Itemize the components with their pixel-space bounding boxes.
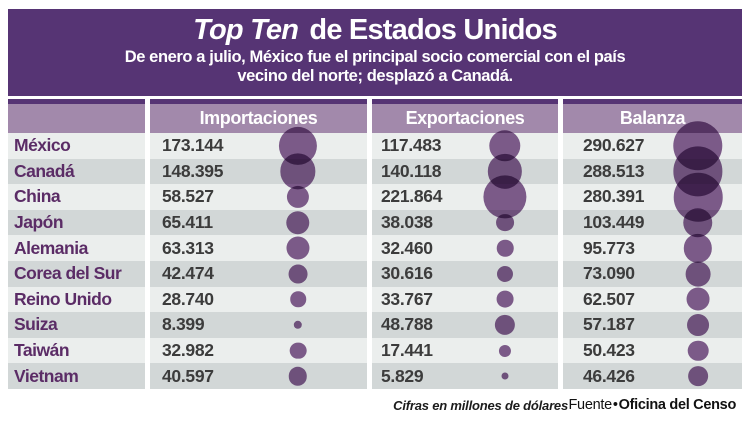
value-cell: 65.411 [150, 209, 367, 236]
title-italic-part: Top Ten [193, 14, 299, 46]
value-cell: 28.740 [150, 286, 367, 313]
value-cell: 33.767 [372, 286, 558, 313]
value-cell: 288.513 [563, 158, 742, 185]
value-cell: 58.527 [150, 184, 367, 210]
country-label: Taiwán [8, 337, 145, 364]
value-cell: 38.038 [372, 209, 558, 236]
value-cell: 290.627 [563, 133, 742, 159]
table-row: Canadá 148.395 140.118 288.513 [8, 158, 742, 185]
value-cell: 8.399 [150, 312, 367, 338]
value-cell: 148.395 [150, 158, 367, 185]
value-cell: 103.449 [563, 209, 742, 236]
table-body: México 173.144 117.483 290.627 Canadá 148.395… [8, 133, 742, 389]
column-header-balanza: Balanza [563, 99, 742, 133]
value-cell: 32.460 [372, 235, 558, 261]
country-label: Vietnam [8, 363, 145, 389]
value-cell: 62.507 [563, 286, 742, 313]
page-title: Top Ten de Estados Unidos [8, 12, 742, 48]
country-label: China [8, 184, 145, 210]
value-cell: 63.313 [150, 235, 367, 261]
value-cell: 140.118 [372, 158, 558, 185]
value-cell: 5.829 [372, 363, 558, 389]
source-label: Fuente [568, 397, 613, 413]
country-label: Suiza [8, 312, 145, 338]
table-row: China 58.527 221.864 280.391 [8, 184, 742, 210]
value-cell: 48.788 [372, 312, 558, 338]
value-cell: 17.441 [372, 337, 558, 364]
value-cell: 30.616 [372, 260, 558, 287]
column-header-exportaciones: Exportaciones [372, 99, 558, 133]
value-cell: 40.597 [150, 363, 367, 389]
table-row: Reino Unido 28.740 33.767 62.507 [8, 286, 742, 313]
source-credit: Fuente•Oficina del Censo [569, 397, 737, 413]
column-header-country [8, 99, 145, 133]
value-cell: 280.391 [563, 184, 742, 210]
table-row: Suiza 8.399 48.788 57.187 [8, 312, 742, 338]
value-cell: 221.864 [372, 184, 558, 210]
subtitle: De enero a julio, México fue el principa… [8, 48, 742, 86]
title-rest-part: de Estados Unidos [302, 14, 557, 46]
column-header-importaciones: Importaciones [150, 99, 367, 133]
source-name: Oficina del Censo [618, 397, 737, 413]
country-label: Japón [8, 209, 145, 236]
value-cell: 57.187 [563, 312, 742, 338]
country-label: Corea del Sur [8, 260, 145, 287]
value-cell: 173.144 [150, 133, 367, 159]
subtitle-line-1: De enero a julio, México fue el principa… [124, 48, 626, 66]
table-header-row: Importaciones Exportaciones Balanza [8, 99, 742, 133]
table-row: Japón 65.411 38.038 103.449 [8, 209, 742, 236]
value-cell: 42.474 [150, 260, 367, 287]
units-note: Cifras en millones de dólares [393, 398, 568, 413]
subtitle-line-2: vecino del norte; desplazó a Canadá. [237, 67, 513, 85]
source-separator: • [612, 397, 618, 413]
table-row: México 173.144 117.483 290.627 [8, 133, 742, 159]
country-label: México [8, 133, 145, 159]
value-cell: 73.090 [563, 260, 742, 287]
country-label: Reino Unido [8, 286, 145, 313]
value-cell: 50.423 [563, 337, 742, 364]
title-band: Top Ten de Estados Unidos De enero a jul… [8, 9, 742, 96]
value-cell: 117.483 [372, 133, 558, 159]
country-label: Alemania [8, 235, 145, 261]
country-label: Canadá [8, 158, 145, 185]
value-cell: 95.773 [563, 235, 742, 261]
table-row: Vietnam 40.597 5.829 46.426 [8, 363, 742, 389]
value-cell: 32.982 [150, 337, 367, 364]
table-row: Taiwán 32.982 17.441 50.423 [8, 337, 742, 364]
table-row: Corea del Sur 42.474 30.616 73.090 [8, 260, 742, 287]
table-row: Alemania 63.313 32.460 95.773 [8, 235, 742, 261]
value-cell: 46.426 [563, 363, 742, 389]
data-table: Importaciones Exportaciones Balanza Méxi… [8, 99, 742, 389]
